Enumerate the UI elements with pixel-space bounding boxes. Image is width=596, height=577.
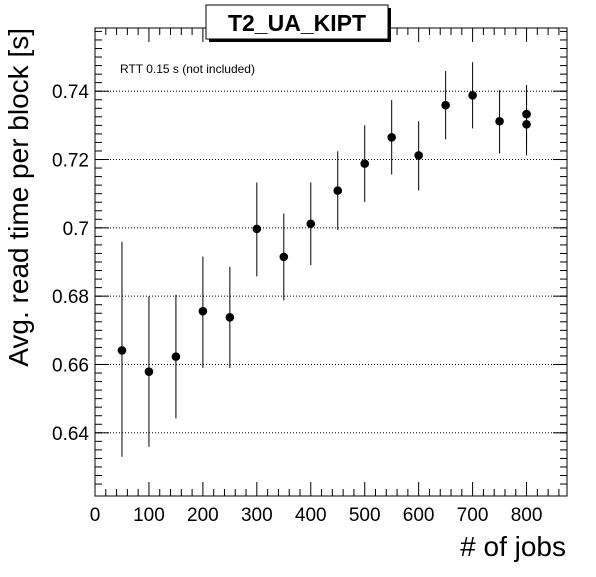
data-point xyxy=(117,241,127,457)
data-point xyxy=(252,182,262,277)
data-point xyxy=(360,125,370,202)
data-point xyxy=(306,182,316,266)
x-axis-label: # of jobs xyxy=(460,531,566,562)
marker xyxy=(468,90,477,100)
y-tick-label: 0.72 xyxy=(52,151,89,172)
y-tick-label: 0.64 xyxy=(52,424,89,445)
marker xyxy=(198,306,208,316)
marker xyxy=(252,224,262,234)
y-tick-labels: 0.64 0.66 0.68 0.7 0.72 0.74 xyxy=(52,82,89,445)
marker xyxy=(225,313,235,322)
data-point xyxy=(279,213,289,301)
marker xyxy=(279,252,289,262)
marker xyxy=(387,133,396,142)
x-tick-label: 100 xyxy=(133,505,165,526)
marker xyxy=(495,116,504,126)
y-tick-label: 0.66 xyxy=(52,355,89,376)
data-points xyxy=(117,62,531,457)
chart-title-box: T2_UA_KIPT xyxy=(205,4,391,42)
x-tick-label: 500 xyxy=(349,505,381,526)
data-point xyxy=(522,93,531,156)
marker xyxy=(360,159,370,168)
marker xyxy=(414,151,423,160)
y-tick-label: 0.74 xyxy=(52,82,89,103)
marker xyxy=(171,352,181,361)
data-point xyxy=(225,266,235,368)
x-tick-label: 700 xyxy=(457,505,489,526)
data-point xyxy=(387,100,396,175)
x-tick-label: 600 xyxy=(403,505,435,526)
title-box-shadow-bottom xyxy=(209,39,391,42)
data-point xyxy=(144,296,154,447)
x-tick-label: 0 xyxy=(90,505,101,526)
marker xyxy=(522,120,531,129)
title-box-shadow-right xyxy=(388,8,391,42)
data-point xyxy=(171,294,181,419)
data-point xyxy=(468,62,477,129)
marker xyxy=(441,100,450,110)
data-point xyxy=(333,151,343,230)
marker xyxy=(306,219,316,229)
data-point xyxy=(441,71,450,140)
x-tick-label: 300 xyxy=(241,505,273,526)
x-tick-label: 800 xyxy=(511,505,543,526)
data-point xyxy=(414,121,423,191)
marker xyxy=(144,367,154,376)
gridlines xyxy=(95,90,567,434)
rtt-annotation: RTT 0.15 s (not included) xyxy=(120,62,255,76)
y-axis-label: Avg. read time per block [s] xyxy=(3,28,34,367)
x-tick-labels: 0 100 200 300 400 500 600 700 800 xyxy=(90,505,543,526)
data-point xyxy=(495,90,504,154)
marker xyxy=(333,186,343,195)
y-tick-label: 0.68 xyxy=(52,287,89,308)
data-point xyxy=(198,256,208,368)
x-tick-label: 400 xyxy=(295,505,327,526)
marker xyxy=(117,346,127,355)
x-tick-label: 200 xyxy=(187,505,219,526)
chart-title: T2_UA_KIPT xyxy=(228,10,366,36)
y-tick-label: 0.7 xyxy=(63,219,89,240)
